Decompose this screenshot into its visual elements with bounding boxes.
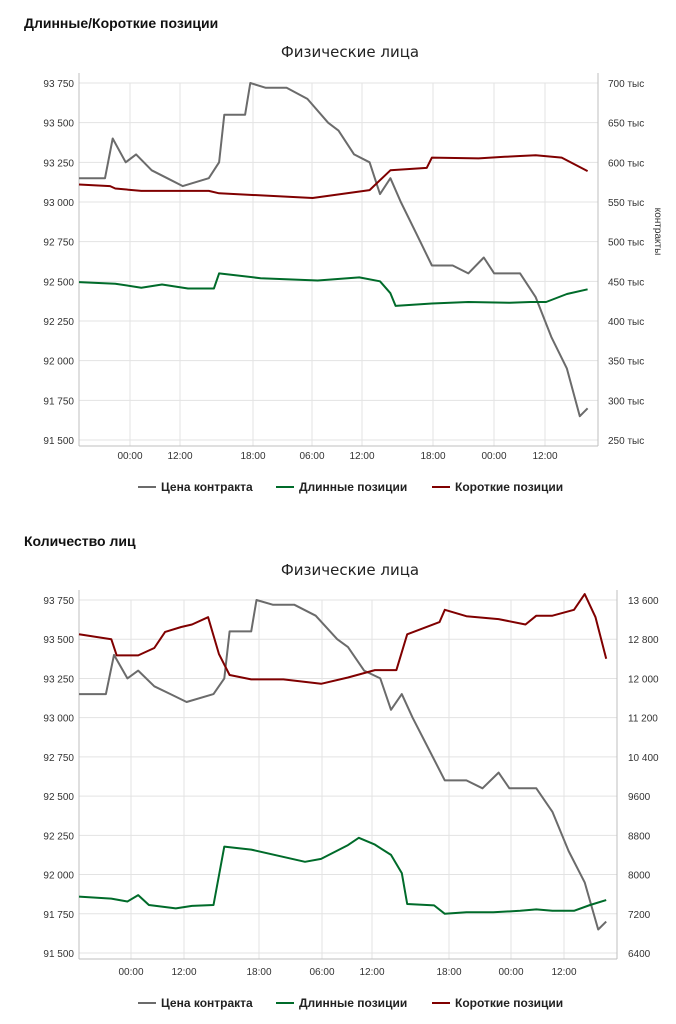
y-right-tick-label: 8000 — [628, 871, 651, 882]
y-right-tick-label: 12 000 — [628, 674, 659, 685]
x-tick-label: 00:00 — [481, 451, 506, 462]
section-title-positions: Длинные/Короткие позиции — [24, 15, 219, 31]
count-chart: Физические лица 93 750 93 500 93 250 93 000 9… — [0, 556, 676, 1024]
x-tick-label: 12:00 — [349, 451, 374, 462]
x-tick-label: 12:00 — [551, 967, 576, 978]
legend-label: Длинные позиции — [299, 480, 407, 494]
y-right-tick-label: 500 тыс — [608, 238, 644, 249]
x-tick-label: 00:00 — [498, 967, 523, 978]
y-left-tick-label: 92 750 — [43, 238, 74, 249]
y-left-tick-label: 92 000 — [43, 871, 74, 882]
legend-item-price[interactable]: Цена контракта — [138, 480, 253, 494]
y-right-tick-label: 8800 — [628, 831, 651, 842]
chart-title: Физические лица — [281, 561, 419, 579]
y-left-tick-label: 93 750 — [43, 596, 74, 607]
y-right-tick-label: 7200 — [628, 910, 651, 921]
legend-item-long[interactable]: Длинные позиции — [276, 480, 407, 494]
x-tick-label: 00:00 — [117, 451, 142, 462]
y-right-tick-label: 13 600 — [628, 596, 659, 607]
y-right-tick-label: 350 тыс — [608, 357, 644, 368]
series-line-price — [79, 82, 589, 418]
positions-chart-svg: Физические лица 93 750 93 500 93 250 93 000 9… — [43, 43, 663, 494]
y-left-tick-label: 93 250 — [43, 674, 74, 685]
y-right-tick-label: 11 200 — [628, 714, 658, 725]
y-left-tick-label: 92 000 — [43, 357, 74, 368]
series-line-short — [78, 154, 589, 199]
y-right-tick-label: 250 тыс — [608, 436, 644, 447]
y-left-tick-label: 93 000 — [43, 198, 74, 209]
y-right-axis-title: контракты — [652, 208, 663, 256]
y-right-tick-label: 10 400 — [628, 753, 659, 764]
x-tick-label: 12:00 — [167, 451, 192, 462]
section-title-count: Количество лиц — [24, 533, 136, 549]
y-right-tick-label: 400 тыс — [608, 317, 644, 328]
count-chart-svg: Физические лица 93 750 93 500 93 250 93 000 9… — [43, 561, 659, 1010]
x-tick-label: 18:00 — [240, 451, 265, 462]
x-tick-label: 12:00 — [532, 451, 557, 462]
y-left-tick-label: 93 000 — [43, 714, 74, 725]
y-right-tick-label: 300 тыс — [608, 396, 644, 407]
y-right-tick-label: 550 тыс — [608, 198, 644, 209]
series-line-long — [78, 836, 607, 915]
y-left-tick-label: 91 500 — [43, 949, 74, 960]
y-left-tick-label: 93 500 — [43, 635, 74, 646]
legend-item-price[interactable]: Цена контракта — [138, 996, 253, 1010]
positions-chart: Физические лица 93 750 93 500 93 250 93 000 9… — [0, 36, 676, 506]
y-left-tick-label: 92 500 — [43, 277, 74, 288]
legend-label: Короткие позиции — [455, 996, 563, 1010]
y-left-tick-label: 92 750 — [43, 753, 74, 764]
legend-item-short[interactable]: Короткие позиции — [432, 480, 563, 494]
y-left-tick-label: 93 250 — [43, 158, 74, 169]
y-left-tick-label: 92 250 — [43, 317, 74, 328]
legend-label: Длинные позиции — [299, 996, 407, 1010]
y-left-tick-label: 92 500 — [43, 792, 74, 803]
series-line-long — [78, 272, 588, 307]
chart-title: Физические лица — [281, 43, 419, 61]
y-left-tick-label: 91 750 — [43, 910, 74, 921]
y-left-tick-label: 91 500 — [43, 436, 74, 447]
x-tick-label: 00:00 — [118, 967, 143, 978]
y-right-tick-label: 600 тыс — [608, 158, 644, 169]
x-tick-label: 06:00 — [309, 967, 334, 978]
y-right-tick-label: 12 800 — [628, 635, 659, 646]
y-right-tick-label: 650 тыс — [608, 119, 644, 130]
legend-item-short[interactable]: Короткие позиции — [432, 996, 563, 1010]
y-left-tick-label: 93 750 — [43, 79, 74, 90]
x-tick-label: 06:00 — [299, 451, 324, 462]
y-left-tick-label: 91 750 — [43, 396, 74, 407]
x-tick-label: 18:00 — [436, 967, 461, 978]
legend-label: Короткие позиции — [455, 480, 563, 494]
y-right-tick-label: 6400 — [628, 949, 651, 960]
y-left-tick-label: 92 250 — [43, 831, 74, 842]
series-line-price — [79, 599, 607, 931]
y-right-tick-label: 9600 — [628, 792, 651, 803]
x-tick-label: 12:00 — [171, 967, 196, 978]
x-tick-label: 18:00 — [420, 451, 445, 462]
legend-label: Цена контракта — [161, 480, 253, 494]
series-line-short — [78, 593, 608, 685]
y-right-tick-label: 450 тыс — [608, 277, 644, 288]
y-right-tick-label: 700 тыс — [608, 79, 644, 90]
y-left-tick-label: 93 500 — [43, 119, 74, 130]
x-tick-label: 18:00 — [246, 967, 271, 978]
legend-item-long[interactable]: Длинные позиции — [276, 996, 407, 1010]
legend-label: Цена контракта — [161, 996, 253, 1010]
x-tick-label: 12:00 — [359, 967, 384, 978]
